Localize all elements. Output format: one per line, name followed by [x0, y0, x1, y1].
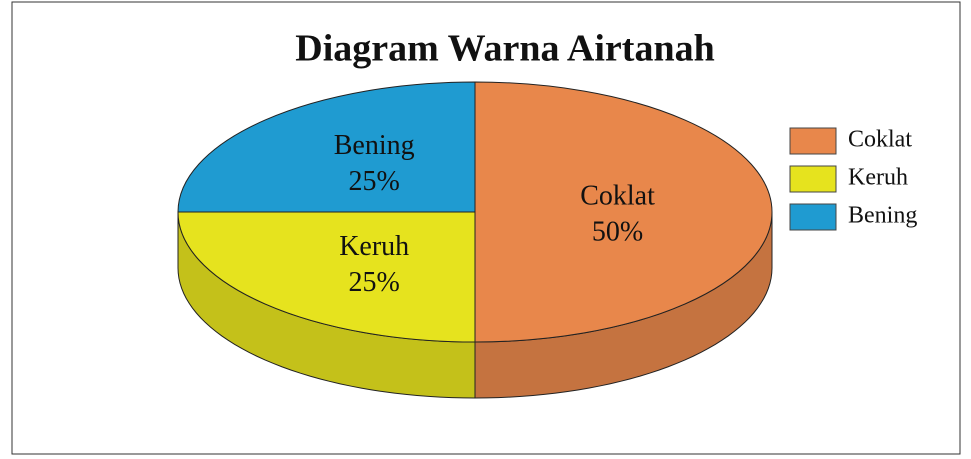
slice-label: Coklat	[580, 180, 655, 211]
legend-swatch	[789, 165, 837, 193]
legend-label: Coklat	[848, 127, 912, 153]
slice-label: Keruh	[339, 231, 409, 262]
slice-label: Bening	[334, 130, 415, 161]
legend-swatch	[789, 203, 837, 231]
slice-value-label: 25%	[349, 166, 400, 197]
chart-title: Diagram Warna Airtanah	[295, 28, 714, 70]
legend-label: Keruh	[848, 165, 908, 191]
slice-value-label: 50%	[592, 216, 643, 247]
pie-slice	[474, 81, 773, 343]
pie-slice	[177, 81, 476, 213]
legend-swatch	[789, 127, 837, 155]
slice-value-label: 25%	[349, 267, 400, 298]
legend-label: Bening	[848, 203, 917, 229]
pie-slice	[177, 211, 476, 343]
